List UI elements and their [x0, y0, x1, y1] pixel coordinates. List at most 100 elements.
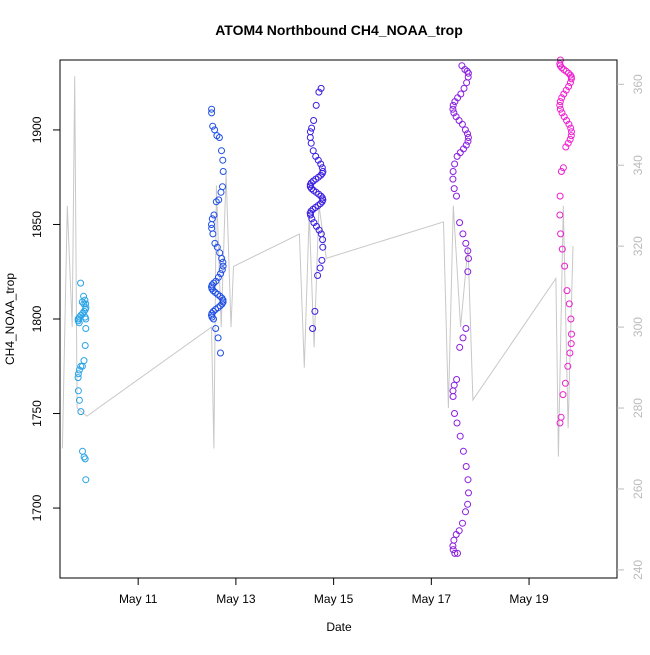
- data-point: [218, 147, 225, 155]
- data-point: [214, 334, 222, 342]
- data-point: [459, 230, 467, 238]
- data-point: [454, 549, 461, 557]
- data-point: [558, 64, 566, 72]
- x-tick-label: May 19: [509, 592, 549, 606]
- data-point: [318, 169, 326, 177]
- y2-tick-label: 280: [631, 398, 645, 418]
- data-point: [81, 455, 89, 463]
- x-tick-label: May 13: [216, 592, 256, 606]
- data-point: [449, 168, 457, 175]
- data-point: [212, 198, 220, 206]
- data-point: [560, 113, 568, 121]
- x-tick-label: May 11: [119, 592, 158, 606]
- data-point: [318, 198, 326, 206]
- data-point: [565, 120, 573, 128]
- data-point: [312, 101, 320, 109]
- data-point: [464, 268, 472, 276]
- data-point: [453, 376, 461, 383]
- data-point: [75, 319, 83, 327]
- data-point: [310, 117, 318, 124]
- data-point: [219, 262, 227, 270]
- data-point: [451, 98, 459, 106]
- data-point: [212, 325, 220, 332]
- data-point: [452, 531, 460, 538]
- data-point: [77, 279, 85, 287]
- data-point: [211, 126, 219, 134]
- data-point: [315, 88, 323, 96]
- data-point: [208, 105, 216, 113]
- data-point: [308, 185, 315, 193]
- data-point: [464, 476, 472, 484]
- series-group: [74, 279, 90, 484]
- y2-tick-label: 340: [631, 155, 645, 175]
- data-point: [309, 147, 317, 155]
- data-point: [209, 287, 217, 295]
- data-point: [556, 105, 564, 113]
- data-point: [556, 98, 564, 106]
- data-point: [449, 393, 457, 400]
- data-point: [217, 188, 225, 196]
- data-point: [556, 62, 564, 70]
- x-tick-label: May 17: [412, 592, 452, 606]
- data-point: [215, 134, 223, 141]
- data-point: [451, 160, 459, 168]
- data-point: [464, 130, 471, 138]
- data-point: [209, 230, 217, 238]
- data-point: [315, 190, 323, 198]
- data-point: [314, 272, 322, 279]
- data-point: [219, 258, 227, 266]
- data-point: [460, 84, 468, 92]
- data-point: [556, 211, 564, 219]
- data-point: [464, 69, 472, 77]
- data-point: [209, 122, 217, 130]
- y2-tick-label: 300: [631, 317, 645, 337]
- data-point: [319, 243, 327, 251]
- data-point: [449, 105, 457, 113]
- data-point: [565, 83, 573, 90]
- data-point: [566, 79, 574, 87]
- data-point: [212, 277, 220, 285]
- data-point: [78, 298, 86, 306]
- y-tick-label: 1850: [30, 211, 44, 238]
- data-point: [82, 476, 90, 484]
- chart-title: ATOM4 Northbound CH4_NOAA_trop: [215, 22, 463, 38]
- data-point: [308, 215, 316, 223]
- data-point: [307, 211, 314, 219]
- data-point: [562, 86, 570, 94]
- data-point: [556, 192, 564, 200]
- data-point: [208, 221, 215, 228]
- data-point: [464, 247, 472, 255]
- y-tick-label: 1800: [30, 305, 44, 332]
- data-point: [75, 366, 83, 374]
- data-point: [316, 264, 324, 272]
- data-point: [82, 325, 90, 332]
- data-point: [567, 340, 575, 348]
- data-point: [82, 315, 90, 323]
- data-point: [465, 489, 472, 497]
- y-tick-label: 1750: [30, 400, 44, 427]
- secondary-line-layer: [61, 76, 574, 457]
- data-point: [213, 243, 221, 251]
- data-point: [318, 256, 326, 264]
- data-point: [464, 134, 472, 141]
- y-axis: 1700 1750 1800 1850 1900: [30, 116, 60, 521]
- data-point: [456, 432, 464, 440]
- data-point: [317, 84, 325, 92]
- data-point: [462, 239, 470, 247]
- data-point: [77, 362, 85, 370]
- data-point: [449, 101, 457, 109]
- y2-tick-label: 360: [631, 74, 645, 94]
- secondary-series-line: [61, 76, 574, 457]
- secondary-y-axis: 240 260 280 300 320 340 360: [617, 74, 645, 580]
- x-tick-label: May 15: [314, 592, 354, 606]
- data-point: [314, 156, 322, 164]
- data-point: [449, 175, 457, 183]
- data-point: [464, 137, 472, 145]
- data-point: [563, 287, 571, 295]
- data-point: [567, 124, 575, 132]
- series-group: [556, 56, 575, 427]
- data-point: [210, 315, 217, 323]
- data-point: [81, 342, 89, 349]
- data-point: [458, 120, 466, 128]
